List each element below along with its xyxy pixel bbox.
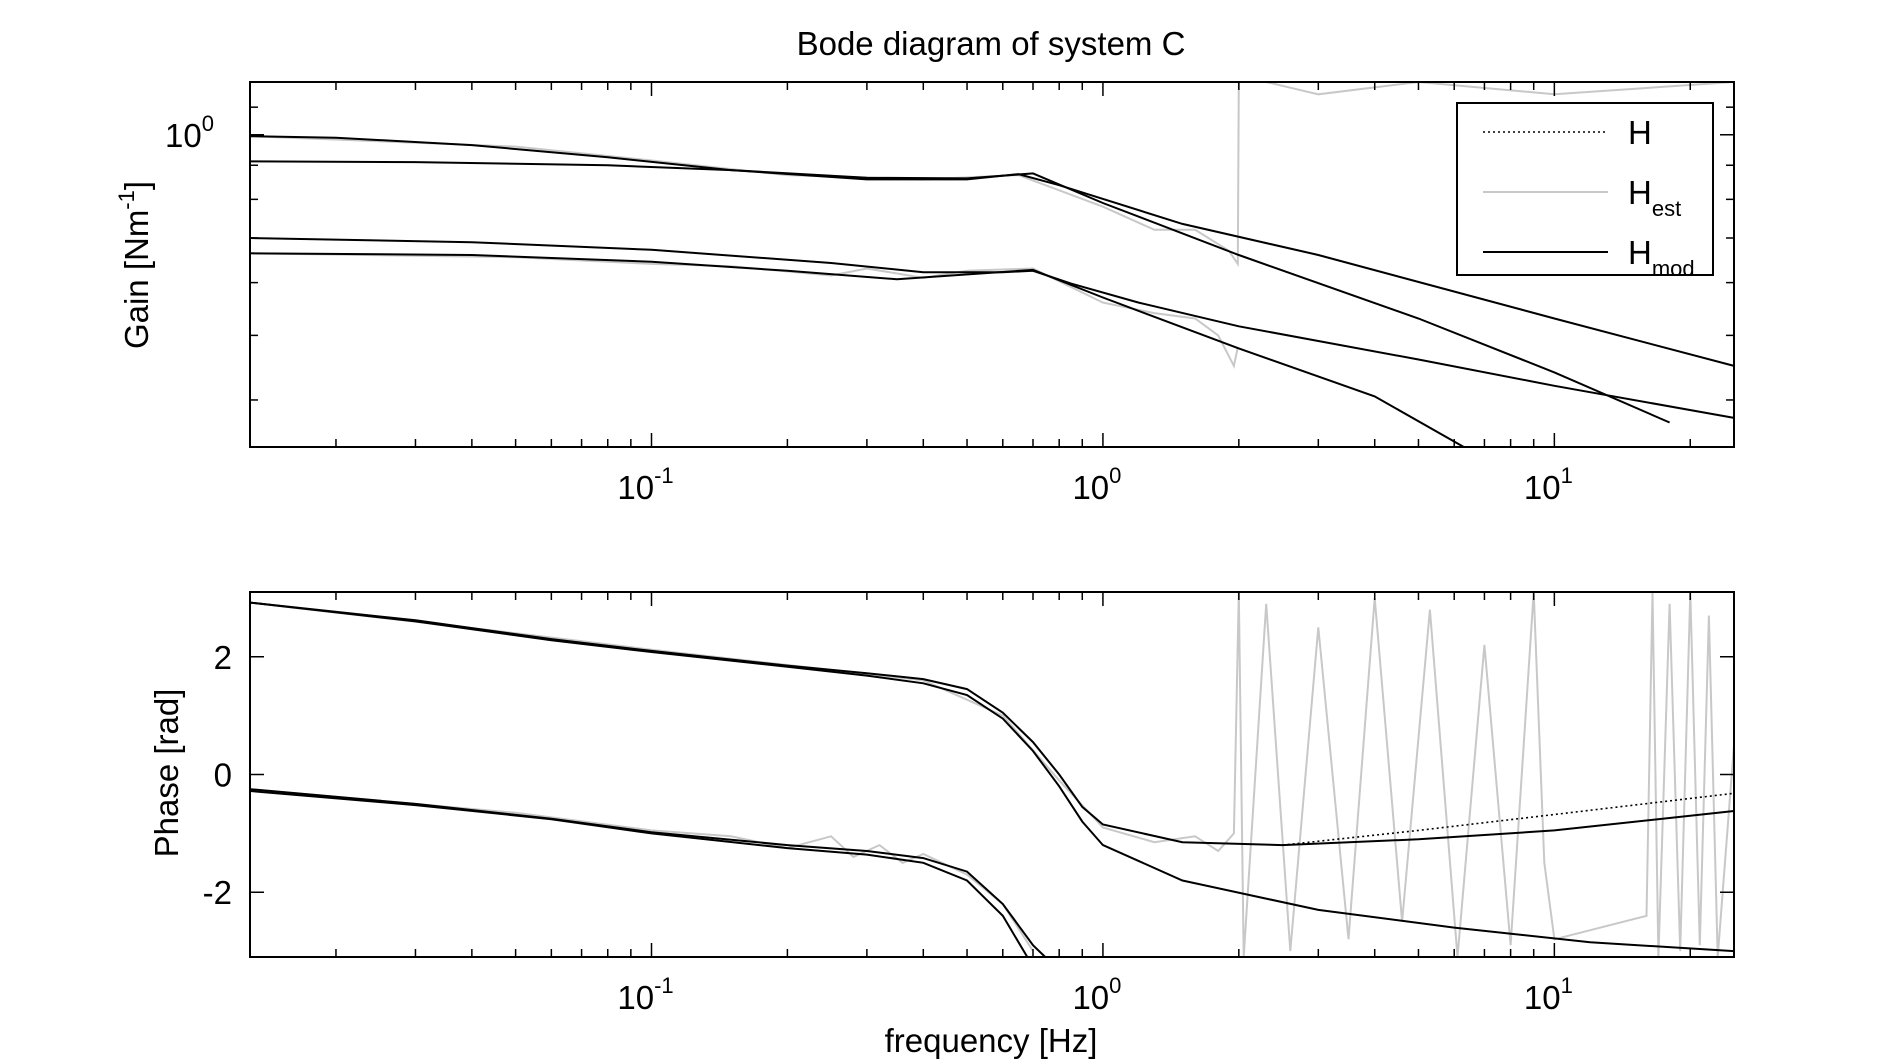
phase-y-axis-label: Phase [rad] (148, 689, 185, 858)
gain-ylabel-base: Gain [Nm (118, 210, 155, 349)
x-axis-label: frequency [Hz] (885, 1022, 1098, 1059)
phase-estimated-curve-1 (249, 591, 1735, 958)
svg-text:Gain [Nm-1]: Gain [Nm-1] (114, 181, 155, 349)
legend-label-2: Hest (1628, 174, 1681, 221)
phase-model-curve-1 (249, 601, 1735, 847)
legend: H Hest Hmod (1456, 102, 1714, 281)
phase-x-tick-label: 100 (1072, 973, 1121, 1016)
gain-ylabel-end: ] (118, 181, 155, 190)
gain-x-tick-label: 10-1 (617, 463, 673, 506)
gain-axes-frame (249, 81, 1735, 448)
legend-box (1456, 102, 1714, 276)
phase-x-tick-label: 10-1 (617, 973, 673, 1016)
phase-estimated-curves (249, 591, 1735, 958)
gain-panel: 10-1 100 101 100 Gain [Nm-1] H Hest Hmod (114, 80, 1735, 506)
phase-estimated-curve-2 (249, 788, 1034, 952)
gain-estimated-curve-2 (249, 252, 1239, 369)
chart-title: Bode diagram of system C (797, 25, 1186, 62)
gain-ylabel-sup: -1 (114, 190, 139, 210)
phase-y-tick-label: 0 (214, 757, 232, 794)
gain-model-curve-2 (249, 160, 1670, 424)
phase-model-curves (249, 601, 1735, 958)
phase-tick-marks: 10-1 100 101 2 0 -2 (203, 592, 1734, 1016)
phase-model-curve-4 (249, 790, 1029, 958)
gain-model-curve-4 (249, 252, 1465, 448)
gain-x-tick-label: 100 (1072, 463, 1121, 506)
gain-tick-marks: 10-1 100 101 100 (165, 81, 1734, 506)
phase-y-tick-label: -2 (203, 874, 232, 911)
gain-x-tick-label: 101 (1524, 463, 1573, 506)
phase-model-curve-3 (249, 788, 1046, 958)
legend-label-3: Hmod (1628, 234, 1695, 281)
legend-label-1: H (1628, 114, 1652, 151)
phase-y-tick-label: 2 (214, 639, 232, 676)
phase-axes-frame (249, 591, 1735, 958)
phase-true-curve-1 (1282, 792, 1735, 846)
phase-x-tick-label: 101 (1524, 973, 1573, 1016)
phase-panel: 10-1 100 101 2 0 -2 Phase [rad] frequency [Hz… (148, 591, 1735, 1059)
gain-y-axis-label: Gain [Nm-1] (114, 181, 155, 349)
gain-model-curves (249, 135, 1735, 448)
phase-model-curve-2 (249, 601, 1735, 953)
gain-y-tick-label: 100 (165, 111, 214, 154)
